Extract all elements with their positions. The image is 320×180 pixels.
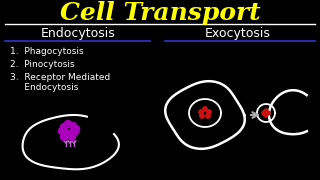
Text: Endocytosis: Endocytosis [41,28,116,40]
Circle shape [65,120,71,127]
Circle shape [69,123,76,129]
Circle shape [71,129,78,136]
Circle shape [262,111,266,115]
Circle shape [264,109,268,113]
Circle shape [266,111,270,115]
Circle shape [264,113,268,117]
Circle shape [199,110,203,114]
Text: 3.  Receptor Mediated
     Endocytosis: 3. Receptor Mediated Endocytosis [10,73,110,92]
Text: 1.  Phagocytosis: 1. Phagocytosis [10,47,84,56]
Circle shape [68,134,76,141]
Circle shape [60,123,68,130]
Text: Cell Transport: Cell Transport [60,1,260,25]
Circle shape [60,134,68,141]
Circle shape [67,130,74,138]
Circle shape [207,110,211,114]
Text: Exocytosis: Exocytosis [205,28,271,40]
Circle shape [59,127,66,134]
Circle shape [200,114,204,118]
Text: 2.  Pinocytosis: 2. Pinocytosis [10,60,75,69]
Circle shape [73,125,79,132]
Circle shape [206,114,210,118]
Circle shape [203,107,207,111]
Circle shape [62,129,69,136]
